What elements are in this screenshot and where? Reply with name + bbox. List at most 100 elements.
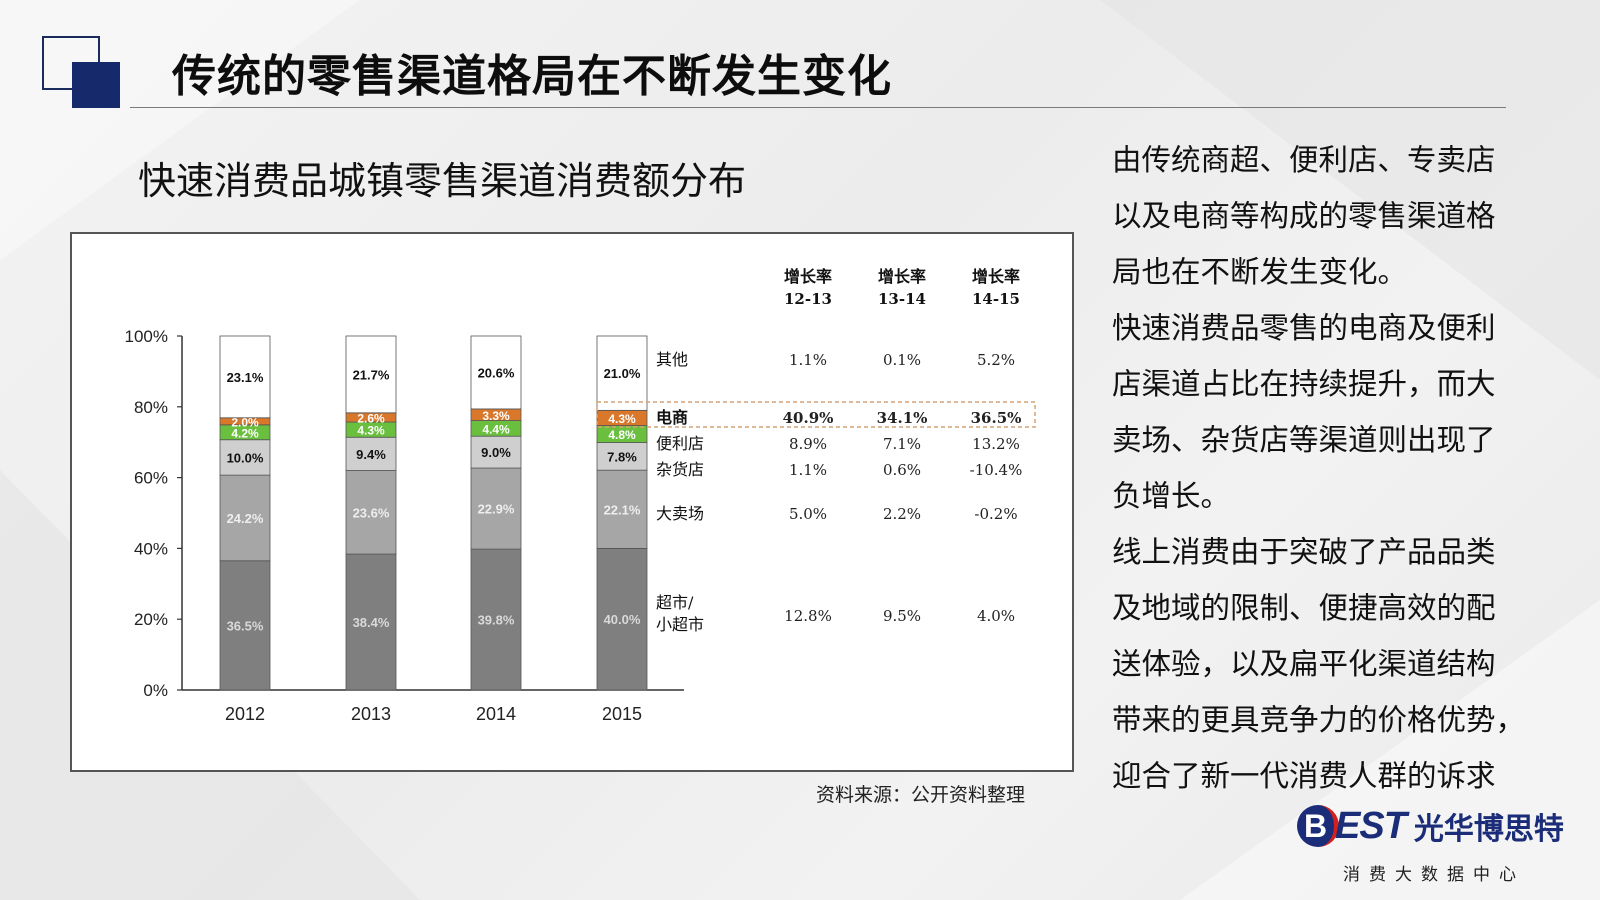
growth-value: 40.9% [783, 409, 834, 427]
x-tick-label: 2012 [225, 704, 265, 724]
growth-value: -0.2% [974, 505, 1017, 523]
growth-value: 1.1% [789, 461, 827, 479]
growth-header-label: 增长率 [784, 267, 832, 286]
bar-data-label: 4.2% [231, 426, 259, 440]
y-tick-label: 0% [143, 681, 168, 700]
growth-value: 9.5% [883, 607, 921, 625]
bar-data-label: 23.6% [353, 505, 390, 520]
y-tick-label: 100% [125, 327, 168, 346]
body-text-line: 快速消费品零售的电商及便利 [1112, 311, 1496, 345]
growth-row-label: 杂货店 [656, 460, 704, 479]
bar-data-label: 36.5% [227, 618, 264, 633]
body-text-line: 局也在不断发生变化。 [1112, 255, 1408, 289]
bar-data-label: 4.8% [608, 428, 636, 442]
growth-value: 7.1% [883, 435, 921, 453]
growth-value: 1.1% [789, 351, 827, 369]
bar-segment [219, 439, 271, 476]
bar-data-label: 22.9% [478, 502, 515, 517]
bar-data-label: 4.3% [357, 424, 385, 438]
growth-value: 4.0% [977, 607, 1015, 625]
brand-est: EST [1335, 804, 1407, 847]
brand-mark: B EST 光华博思特 [1297, 802, 1564, 850]
bar-segment [219, 560, 271, 691]
bar-data-label: 39.8% [478, 613, 515, 628]
bar-segment [219, 335, 271, 419]
x-tick-label: 2015 [602, 704, 642, 724]
body-text-line: 送体验，以及扁平化渠道结构 [1112, 647, 1496, 681]
growth-value: -10.4% [970, 461, 1023, 479]
bar-segment [596, 442, 648, 471]
bar-data-label: 21.7% [353, 367, 390, 382]
growth-value: 2.2% [883, 505, 921, 523]
title-decoration-fill [72, 62, 120, 108]
bar-data-label: 40.0% [604, 612, 641, 627]
growth-value: 5.2% [977, 351, 1015, 369]
growth-value: 0.1% [883, 351, 921, 369]
brand-name: 光华博思特 [1413, 812, 1564, 847]
bar-segment [596, 469, 648, 549]
y-tick-label: 80% [134, 398, 168, 417]
growth-value: 12.8% [784, 607, 832, 625]
y-tick-label: 60% [134, 469, 168, 488]
x-tick-label: 2014 [476, 704, 516, 724]
brand-b-icon: B [1297, 805, 1339, 847]
growth-value: 13.2% [972, 435, 1020, 453]
page-title: 传统的零售渠道格局在不断发生变化 [172, 51, 892, 102]
y-tick-label: 20% [134, 610, 168, 629]
x-tick-label: 2013 [351, 704, 391, 724]
growth-value: 8.9% [789, 435, 827, 453]
body-text-line: 以及电商等构成的零售渠道格 [1112, 199, 1496, 233]
stacked-bar-chart: 0% 20% 40% 60% 80% 100% 36.5% 24.2% 10.0% 4.2%2.0… [125, 267, 1036, 724]
bar-segment [470, 335, 522, 410]
body-text-line: 迎合了新一代消费人群的诉求 [1112, 759, 1496, 793]
bar-data-label: 10.0% [227, 450, 264, 465]
body-text: 由传统商超、便利店、专卖店 以及电商等构成的零售渠道格 局也在不断发生变化。快速消费… [1112, 132, 1552, 804]
chart-frame: 0% 20% 40% 60% 80% 100% 36.5% 24.2% 10.0% 4.2% 2.0… [70, 232, 1074, 772]
bar-segment [345, 436, 397, 471]
body-text-line: 线上消费由于突破了产品品类 [1112, 535, 1496, 569]
bar-data-label: 23.1% [227, 370, 264, 385]
bar-segment [596, 547, 648, 691]
growth-header-label: 增长率 [878, 267, 926, 286]
body-text-line: 带来的更具竞争力的价格优势， [1112, 703, 1526, 737]
growth-header-label: 增长率 [972, 267, 1020, 286]
bar-data-label: 24.2% [227, 511, 264, 526]
bar-data-label: 22.1% [604, 502, 641, 517]
y-tick-label: 40% [134, 539, 168, 558]
bar-data-label: 4.4% [482, 422, 510, 436]
body-text-line: 负增长。 [1112, 479, 1231, 513]
bar-data-label: 4.3% [608, 412, 636, 426]
growth-row-label: 电商 [656, 408, 688, 427]
body-text-line: 及地域的限制、便捷高效的配 [1112, 591, 1496, 625]
bar-data-label: 20.6% [478, 365, 515, 380]
chart-subtitle: 快速消费品城镇零售渠道消费额分布 [138, 159, 747, 203]
growth-value: 36.5% [971, 409, 1022, 427]
growth-row-label: 小超市 [656, 615, 704, 634]
bar-data-label: 7.8% [607, 449, 637, 464]
bar-segment [470, 548, 522, 691]
bar-data-label: 3.3% [482, 409, 510, 423]
growth-row-label: 大卖场 [656, 504, 704, 523]
highlight-box [596, 401, 1036, 428]
growth-value: 5.0% [789, 505, 827, 523]
growth-header-period: 14-15 [972, 290, 1020, 308]
body-text-line: 店渠道占比在持续提升，而大 [1112, 367, 1496, 401]
bar-data-label: 9.4% [356, 447, 386, 462]
growth-row-label: 便利店 [656, 434, 704, 453]
body-text-line: 由传统商超、便利店、专卖店 [1112, 143, 1496, 177]
growth-value: 34.1% [877, 409, 928, 427]
bar-segment [345, 335, 397, 414]
growth-header-period: 13-14 [878, 290, 926, 308]
bar-data-label: 2.0% [231, 415, 259, 429]
brand-logo: B EST 光华博思特 消费大数据中心 [1297, 802, 1577, 892]
title-divider [130, 107, 1506, 108]
growth-row-label: 其他 [656, 350, 688, 369]
bar-data-label: 21.0% [604, 366, 641, 381]
brand-tagline: 消费大数据中心 [1343, 865, 1525, 885]
growth-row-label: 超市/ [656, 593, 694, 612]
bar-data-label: 38.4% [353, 615, 390, 630]
body-text-line: 卖场、杂货店等渠道则出现了 [1112, 423, 1496, 457]
bar-data-label: 2.6% [357, 411, 385, 425]
bar-segment [345, 553, 397, 691]
bar-segment [345, 470, 397, 555]
